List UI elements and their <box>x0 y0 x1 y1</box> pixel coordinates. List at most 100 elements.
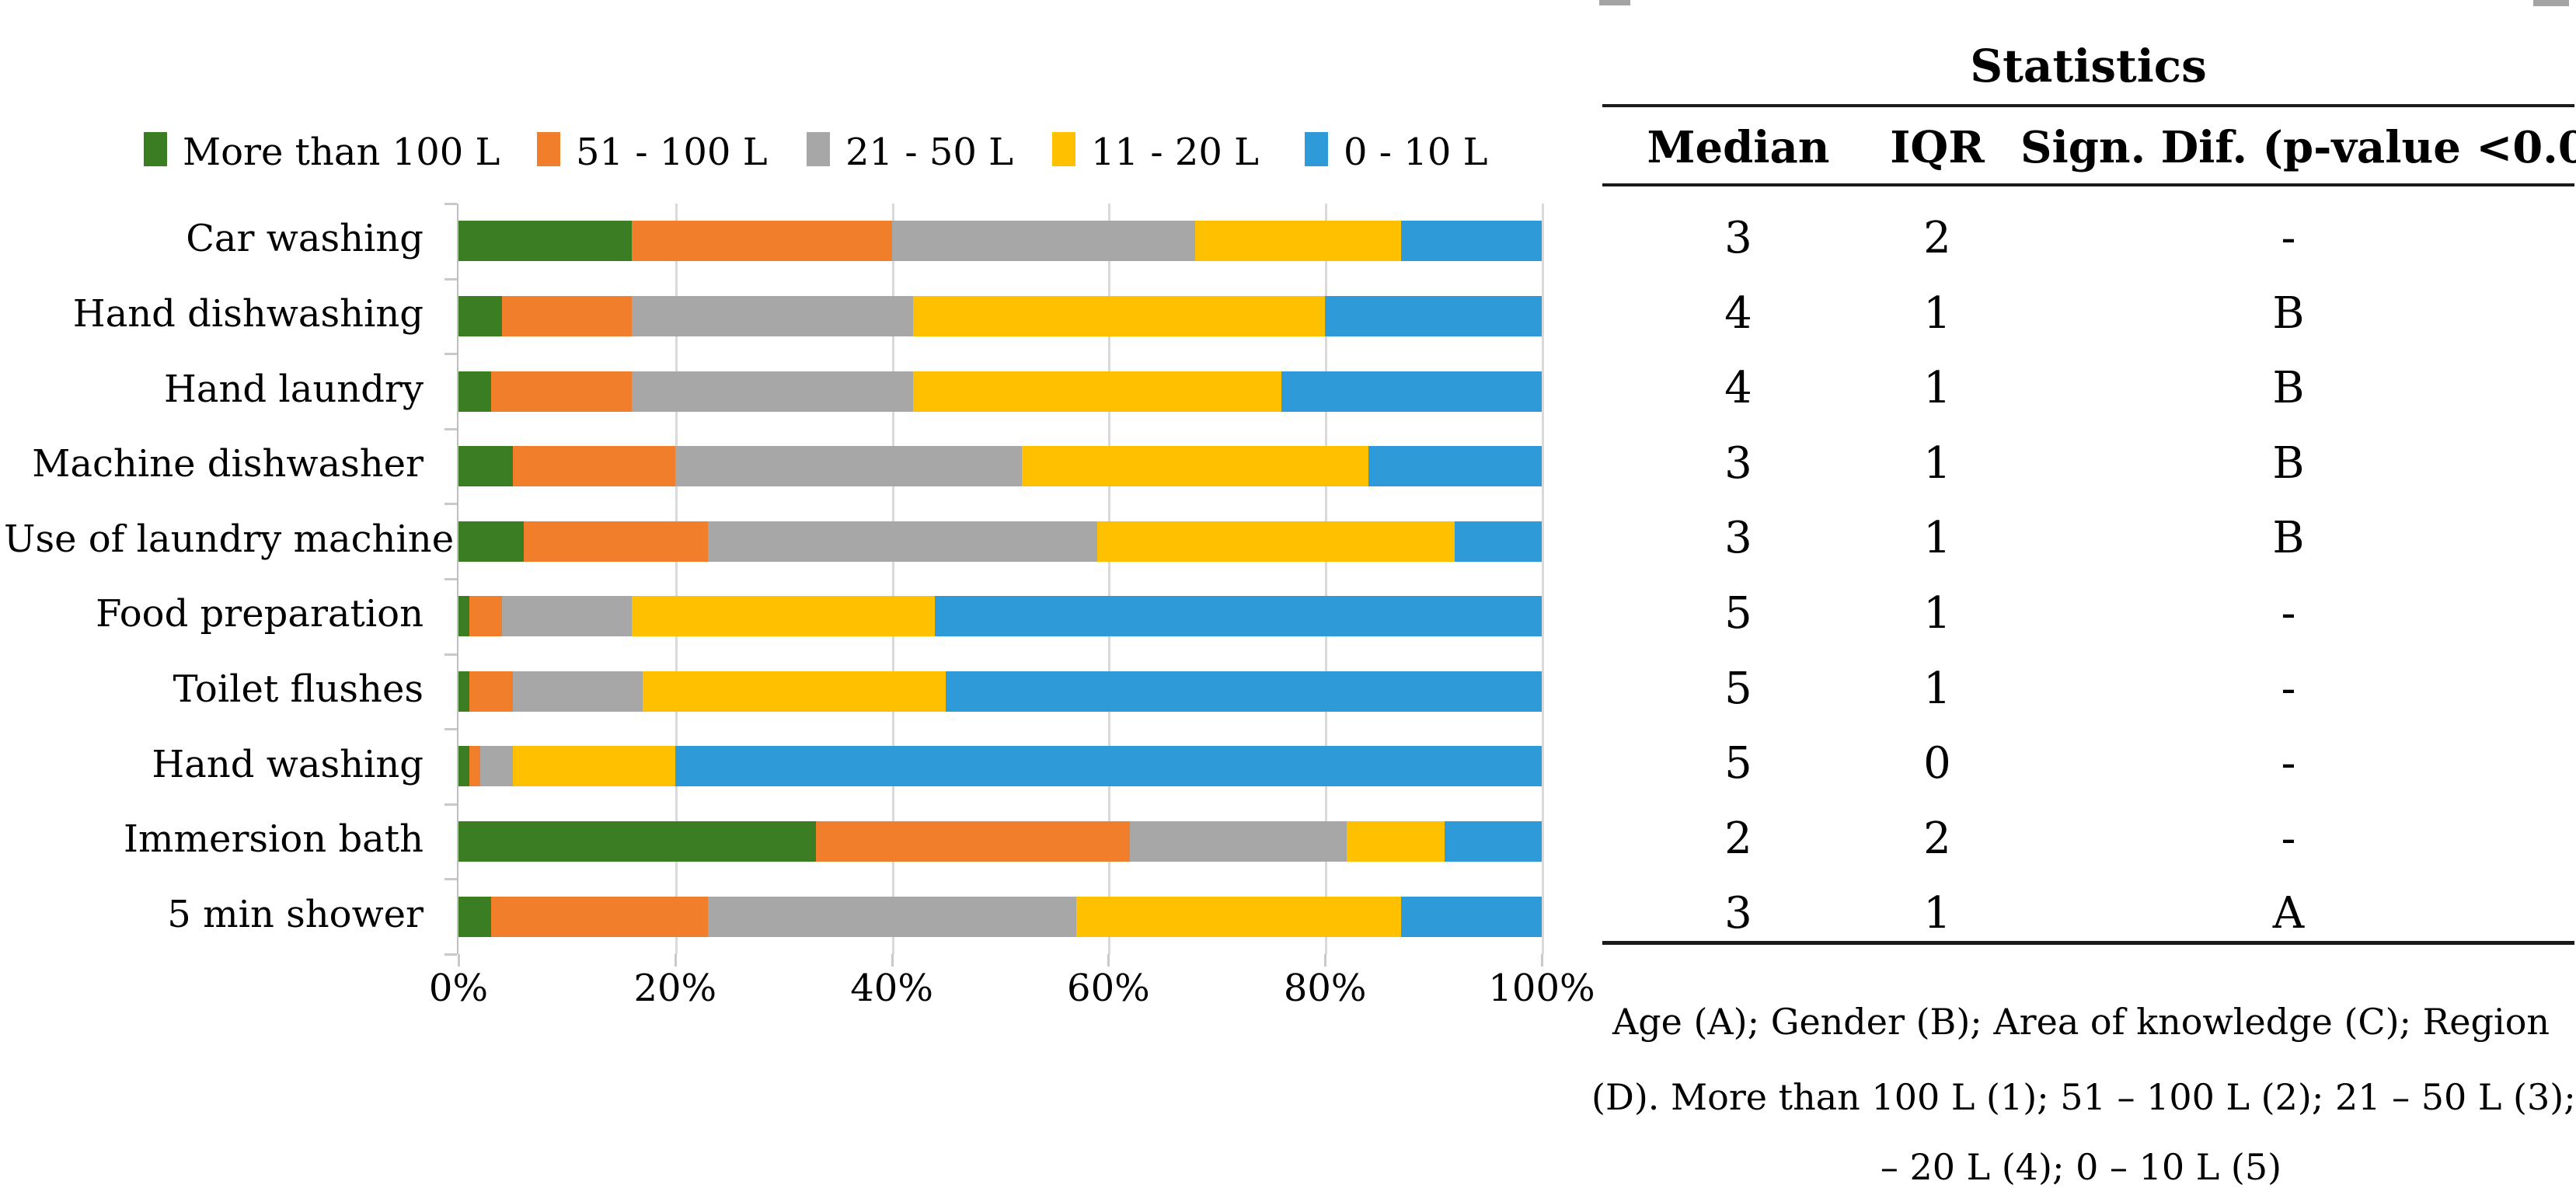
iqr-value: 1 <box>1923 664 1951 714</box>
bar-segment <box>1455 521 1542 562</box>
bar-row <box>458 746 1542 786</box>
y-axis-tick <box>444 578 457 580</box>
x-axis-label: 40% <box>850 967 933 1010</box>
bar-segment <box>1281 371 1542 412</box>
bar-segment <box>458 521 524 562</box>
bar-segment <box>632 596 936 636</box>
category-label: Hand dishwashing <box>72 291 424 336</box>
category-label: Car washing <box>186 217 424 261</box>
iqr-value: 2 <box>1923 213 1951 263</box>
legend-swatch-icon <box>144 132 167 166</box>
x-axis-label: 20% <box>633 967 717 1010</box>
gridline-20 <box>675 204 678 954</box>
iqr-value: 1 <box>1923 438 1951 489</box>
median-value: 3 <box>1724 213 1752 263</box>
y-axis-tick <box>444 203 457 205</box>
bar-row <box>458 821 1542 862</box>
bar-segment <box>642 671 946 712</box>
x-axis-label: 60% <box>1067 967 1150 1010</box>
bar-segment <box>458 446 513 486</box>
x-axis-tick <box>891 954 894 967</box>
bar-segment <box>675 746 1542 786</box>
median-value: 4 <box>1724 288 1752 339</box>
bar-segment <box>479 746 513 786</box>
y-axis-tick <box>444 353 457 355</box>
x-axis-tick <box>674 954 677 967</box>
iqr-value: 1 <box>1923 888 1951 939</box>
x-axis-tick <box>1541 954 1543 967</box>
bar-segment <box>1444 821 1542 862</box>
bar-segment <box>501 296 633 336</box>
bar-segment <box>512 446 675 486</box>
sign-dif-value: - <box>2281 738 2296 789</box>
bar-segment <box>1075 897 1401 937</box>
legend-swatch-icon <box>537 132 560 166</box>
category-label: Use of laundry machine <box>4 517 455 561</box>
legend-label: 11 - 20 L <box>1091 131 1260 174</box>
table-title: Statistics <box>1970 40 2207 92</box>
bar-segment <box>1097 521 1455 562</box>
bar-segment <box>458 371 491 412</box>
y-axis-tick <box>444 278 457 280</box>
iqr-value: 1 <box>1923 288 1951 339</box>
bar-row <box>458 596 1542 636</box>
bar-segment <box>913 296 1326 336</box>
bar-segment <box>458 746 469 786</box>
table-header-sign-dif: Sign. Dif. (p-value <0.05) <box>2020 122 2576 173</box>
bar-segment <box>632 296 914 336</box>
category-label: Toilet flushes <box>173 667 424 711</box>
legend-label: 21 - 50 L <box>845 131 1014 174</box>
y-axis-tick <box>444 653 457 656</box>
bar-segment <box>935 596 1542 636</box>
legend-label: 51 - 100 L <box>576 131 768 174</box>
bar-segment <box>458 821 817 862</box>
bar-segment <box>913 371 1282 412</box>
category-label: Food preparation <box>96 592 424 636</box>
bar-segment <box>1347 821 1445 862</box>
bar-segment <box>816 821 1131 862</box>
bar-row <box>458 671 1542 712</box>
bar-row <box>458 446 1542 486</box>
gridline-100 <box>1542 204 1544 954</box>
bar-segment <box>458 596 469 636</box>
iqr-value: 1 <box>1923 363 1951 413</box>
bar-segment <box>1400 221 1542 261</box>
bar-segment <box>891 221 1195 261</box>
bar-segment <box>1130 821 1347 862</box>
median-value: 3 <box>1724 888 1752 939</box>
gridline-60 <box>1108 204 1111 954</box>
bar-segment <box>490 371 633 412</box>
sign-dif-value: - <box>2281 588 2296 639</box>
bar-row <box>458 897 1542 937</box>
footnote-line: Age (A); Gender (B); Area of knowledge (… <box>1612 1001 2550 1043</box>
table-rule-bottom <box>1602 941 2574 945</box>
bar-segment <box>675 446 1022 486</box>
bar-segment <box>469 596 502 636</box>
x-axis-label: 80% <box>1283 967 1367 1010</box>
median-value: 5 <box>1724 738 1752 789</box>
category-label: Hand washing <box>152 742 424 786</box>
statistics-table <box>1585 0 2576 1195</box>
x-axis-tick <box>1324 954 1327 967</box>
x-axis-label: 100% <box>1488 967 1595 1010</box>
bar-segment <box>946 671 1542 712</box>
legend-swatch-icon <box>1305 132 1328 166</box>
table-header-median: Median <box>1647 122 1830 173</box>
sign-dif-value: A <box>2272 888 2305 939</box>
bar-row <box>458 371 1542 412</box>
bar-segment <box>490 897 708 937</box>
bar-segment <box>501 596 633 636</box>
bar-segment <box>469 746 480 786</box>
bar-segment <box>458 296 502 336</box>
bar-segment <box>1021 446 1368 486</box>
gridline-80 <box>1325 204 1328 954</box>
median-value: 3 <box>1724 438 1752 489</box>
bar-segment <box>632 371 914 412</box>
category-label: Machine dishwasher <box>32 442 424 486</box>
iqr-value: 0 <box>1923 738 1951 789</box>
bar-segment <box>1368 446 1542 486</box>
sign-dif-value: B <box>2272 288 2305 339</box>
bar-segment <box>458 671 469 712</box>
category-label: Hand laundry <box>164 367 424 411</box>
